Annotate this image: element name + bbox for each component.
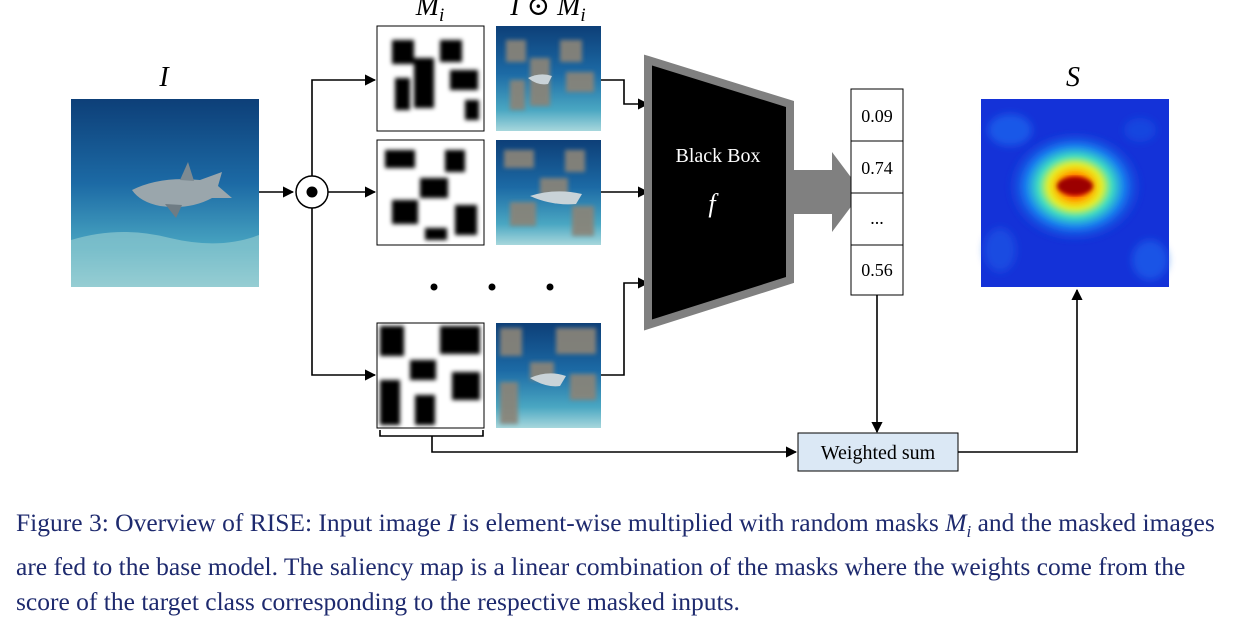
masked-image-n	[496, 323, 601, 428]
caption-text: and the masked images are fed to the bas…	[16, 508, 1215, 617]
masked-image-2	[496, 140, 601, 245]
caption-text: is element-wise multiplied with random m…	[455, 508, 946, 537]
rise-diagram: I Mi I ⊙ Mi	[71, 0, 1169, 472]
weighted-sum-label: Weighted sum	[821, 442, 936, 464]
caption-var-i: I	[447, 508, 456, 537]
black-box-model: Black Box f	[644, 54, 794, 331]
input-image-label: I	[158, 62, 170, 93]
ellipsis-dots	[430, 283, 554, 291]
weighted-sum-box: Weighted sum	[797, 432, 959, 472]
mask-bracket	[379, 430, 484, 437]
masked-image-1	[496, 26, 601, 131]
caption-text: Overview of RISE: Input image	[108, 508, 448, 537]
saliency-map	[981, 99, 1169, 287]
figure-caption: Figure 3: Overview of RISE: Input image …	[16, 505, 1244, 619]
mask-1	[376, 25, 485, 132]
input-image	[71, 99, 259, 287]
saliency-label: S	[1066, 62, 1080, 93]
elementwise-multiply-icon	[295, 175, 329, 209]
caption-var-mi: Mi	[945, 508, 972, 542]
mask-n	[376, 322, 485, 429]
figure-number: Figure 3:	[16, 508, 109, 537]
model-function-label: f	[708, 189, 719, 218]
score-value: 0.56	[861, 260, 893, 280]
score-column: 0.09 0.74 ... 0.56	[850, 88, 904, 296]
score-value: 0.09	[861, 106, 893, 126]
score-value: 0.74	[861, 158, 893, 178]
black-box-label: Black Box	[676, 145, 761, 167]
mask-2	[376, 139, 485, 246]
masked-image-column-label: I ⊙ Mi	[509, 0, 585, 26]
score-value: ...	[870, 208, 884, 228]
shark-shape	[132, 162, 232, 218]
mask-column-label: Mi	[415, 0, 445, 26]
output-arrow-icon	[794, 152, 862, 232]
